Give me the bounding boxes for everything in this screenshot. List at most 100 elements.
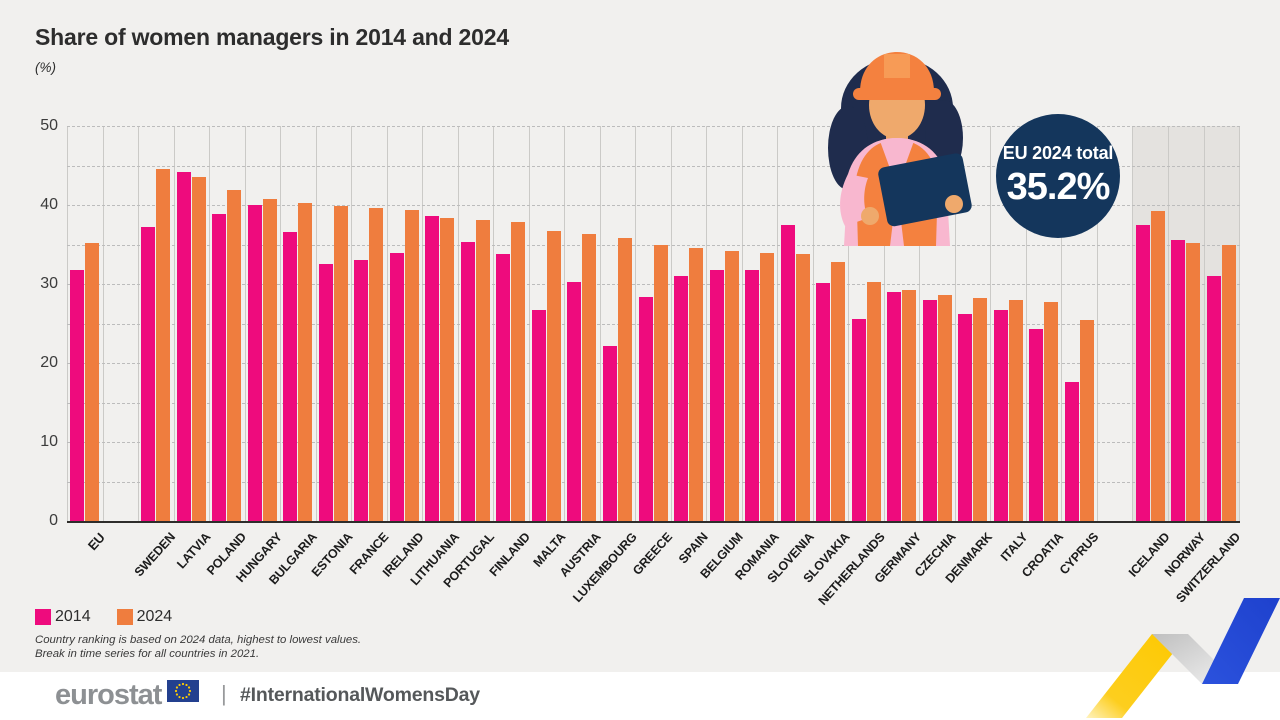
bar-2014-lithuania bbox=[425, 216, 440, 521]
footnotes: Country ranking is based on 2024 data, h… bbox=[35, 634, 361, 661]
bar-2014-germany bbox=[887, 291, 902, 521]
bar-2014-malta bbox=[531, 310, 546, 521]
bar-2024-france bbox=[369, 208, 384, 521]
bar-2014-austria bbox=[567, 281, 582, 521]
x-label-eu: EU bbox=[84, 530, 108, 554]
x-label-italy: ITALY bbox=[997, 530, 1031, 564]
bar-2024-romania bbox=[760, 253, 775, 521]
y-tick-50: 50 bbox=[40, 117, 58, 134]
bar-2014-czechia bbox=[922, 299, 937, 521]
bar-2024-lithuania bbox=[440, 217, 455, 521]
slot-portugal: PORTUGAL bbox=[441, 126, 497, 590]
bar-2014-belgium bbox=[709, 269, 724, 521]
legend-item-2014: 2014 bbox=[35, 608, 91, 626]
legend-label-2024: 2024 bbox=[136, 608, 173, 625]
bar-2024-czechia bbox=[937, 295, 952, 521]
bar-2024-netherlands bbox=[866, 281, 881, 521]
slot-bulgaria: BULGARIA bbox=[266, 126, 320, 587]
slot-france: FRANCE bbox=[346, 126, 391, 577]
y-tick-30: 30 bbox=[40, 275, 58, 292]
bar-2014-slovenia bbox=[780, 224, 795, 521]
eurostat-logo: eurostat bbox=[55, 679, 162, 711]
footer-separator: | bbox=[221, 681, 227, 706]
legend-swatch-2014 bbox=[35, 609, 51, 625]
right-hand bbox=[945, 195, 963, 213]
bar-2024-germany bbox=[902, 290, 917, 521]
bar-2024-malta bbox=[546, 231, 561, 521]
bar-2024-croatia bbox=[1044, 302, 1059, 521]
slot-hungary: HUNGARY bbox=[233, 126, 284, 585]
bar-2024-cyprus bbox=[1079, 319, 1094, 521]
page-title: Share of women managers in 2014 and 2024 bbox=[35, 24, 509, 50]
x-label-sweden: SWEDEN bbox=[131, 530, 178, 580]
bar-2024-portugal bbox=[475, 220, 490, 521]
slot-austria: AUSTRIA bbox=[557, 126, 604, 580]
slot-poland: POLAND bbox=[204, 126, 249, 578]
bar-2014-finland bbox=[496, 253, 511, 521]
x-label-switzerland: SWITZERLAND bbox=[1173, 530, 1244, 606]
slot-luxembourg: LUXEMBOURG bbox=[570, 126, 639, 605]
bar-2014-eu bbox=[70, 269, 85, 521]
bar-2014-poland bbox=[212, 213, 227, 521]
bar-2024-bulgaria bbox=[298, 202, 313, 521]
badge-value: 35.2% bbox=[1006, 166, 1111, 208]
bar-2014-switzerland bbox=[1206, 276, 1221, 521]
left-hand bbox=[861, 207, 879, 225]
bar-2014-greece bbox=[638, 296, 653, 521]
slot-spain: SPAIN bbox=[670, 126, 710, 566]
y-tick-0: 0 bbox=[49, 512, 58, 529]
slot-eu: EU bbox=[67, 126, 107, 553]
slot-belgium: BELGIUM bbox=[698, 126, 746, 581]
y-tick-10: 10 bbox=[40, 433, 58, 450]
eu-flag-icon bbox=[167, 680, 199, 702]
bar-2014-sweden bbox=[141, 227, 156, 521]
bar-2014-latvia bbox=[176, 171, 191, 521]
bar-2024-slovakia bbox=[831, 261, 846, 521]
bar-2014-romania bbox=[745, 269, 760, 521]
legend: 2014 2024 bbox=[35, 608, 186, 626]
footnote-line-1: Country ranking is based on 2024 data, h… bbox=[35, 634, 362, 646]
bar-2024-latvia bbox=[191, 176, 206, 521]
bar-2014-ireland bbox=[389, 253, 404, 521]
bar-2024-slovenia bbox=[795, 253, 810, 521]
slot-sweden: SWEDEN bbox=[131, 126, 178, 579]
slot-estonia: ESTONIA bbox=[309, 126, 355, 579]
legend-item-2024: 2024 bbox=[116, 608, 173, 626]
footer-bar: eurostat | #InternationalWomensDay bbox=[0, 672, 1280, 720]
bar-2024-estonia bbox=[333, 205, 348, 521]
legend-label-2014: 2014 bbox=[55, 608, 91, 625]
bar-2014-norway bbox=[1171, 239, 1186, 521]
slot-romania: ROMANIA bbox=[732, 126, 781, 583]
bar-2024-poland bbox=[227, 190, 242, 521]
slot-greece: GREECE bbox=[630, 126, 675, 578]
bar-2024-luxembourg bbox=[617, 238, 632, 521]
slot-czechia: CZECHIA bbox=[912, 126, 959, 580]
hashtag-text: #InternationalWomensDay bbox=[240, 684, 480, 706]
bar-2024-iceland bbox=[1150, 210, 1165, 521]
bar-2014-bulgaria bbox=[283, 231, 298, 521]
y-tick-20: 20 bbox=[40, 354, 58, 371]
bar-2024-denmark bbox=[973, 298, 988, 521]
bar-2024-sweden bbox=[156, 169, 171, 521]
woman-engineer-illustration bbox=[828, 52, 972, 246]
bar-2014-spain bbox=[674, 276, 689, 521]
slot-norway: NORWAY bbox=[1161, 126, 1208, 579]
bar-2014-croatia bbox=[1029, 329, 1044, 521]
footnote-line-2: Break in time series for all countries i… bbox=[35, 647, 260, 660]
badge-label: EU 2024 total bbox=[1002, 143, 1114, 163]
bar-2014-slovakia bbox=[816, 283, 831, 521]
slot-latvia: LATVIA bbox=[173, 126, 213, 571]
bar-2024-italy bbox=[1008, 299, 1023, 521]
slot-germany: GERMANY bbox=[871, 126, 924, 586]
eu-total-badge: EU 2024 total 35.2% bbox=[996, 114, 1120, 238]
bar-2024-switzerland bbox=[1221, 244, 1236, 521]
bar-2024-greece bbox=[653, 245, 668, 521]
bar-2024-austria bbox=[582, 234, 597, 521]
slot-ireland: IRELAND bbox=[380, 126, 426, 580]
bar-2024-eu bbox=[85, 242, 100, 521]
bar-2014-hungary bbox=[247, 205, 262, 521]
x-label-spain: SPAIN bbox=[675, 530, 711, 567]
slot-malta: MALTA bbox=[528, 126, 568, 570]
y-tick-40: 40 bbox=[40, 196, 58, 213]
